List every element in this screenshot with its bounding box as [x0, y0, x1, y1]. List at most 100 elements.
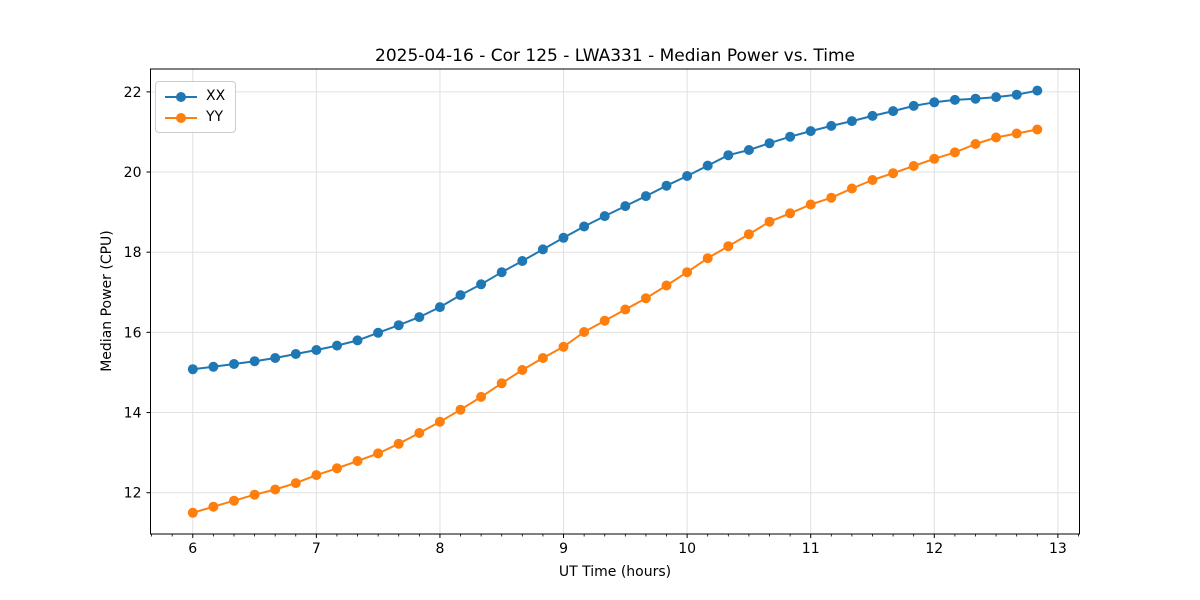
x-tick-label: 12	[925, 541, 943, 557]
grid-lines	[150, 69, 1080, 534]
series-yy-marker	[702, 253, 713, 264]
series-yy-line	[192, 128, 1038, 514]
series-xx-marker	[558, 232, 569, 243]
series-yy-marker	[208, 501, 219, 512]
series-yy-marker	[846, 183, 857, 194]
series-xx-marker	[311, 345, 322, 355]
series-xx-marker	[599, 211, 610, 222]
series-xx-marker	[908, 100, 919, 111]
series-xx-marker	[723, 150, 734, 161]
x-tick-label: 8	[435, 541, 444, 557]
series-yy-marker	[414, 428, 425, 438]
plot-border	[150, 68, 1080, 535]
tick-labels: 6 7 8 9 10 11 12 13 12 14 16 18 20 22	[124, 85, 1067, 557]
series-xx-marker	[414, 312, 425, 323]
series-xx-marker	[332, 340, 342, 351]
series-yy-marker	[229, 495, 239, 506]
series-xx-marker	[949, 94, 960, 105]
series-xx-marker	[290, 349, 301, 359]
series-xx-marker	[496, 267, 507, 278]
series-xx-marker	[434, 302, 445, 313]
series-yy-marker	[352, 456, 363, 466]
series-yy-marker	[1011, 128, 1022, 139]
series-xx-marker	[785, 131, 796, 142]
series-yy-marker	[949, 147, 960, 158]
series-xx-marker	[270, 353, 281, 363]
series-yy-marker	[1032, 124, 1043, 135]
series-yy-marker	[311, 470, 322, 481]
series-xx-marker	[991, 92, 1002, 103]
series-yy-marker	[764, 216, 775, 227]
y-tick-label: 16	[124, 325, 142, 341]
y-tick-label: 12	[124, 486, 142, 502]
series-yy-marker	[888, 168, 899, 179]
series-yy-marker	[270, 484, 281, 495]
series-xx-marker	[888, 106, 899, 117]
series-xx-marker	[620, 201, 631, 212]
series-yy-marker	[682, 267, 693, 278]
series-xx-marker	[517, 256, 528, 266]
series-xx-marker	[970, 93, 981, 104]
series-xx-marker	[455, 290, 466, 301]
series-xx-marker	[640, 191, 651, 202]
series-xx-marker	[929, 97, 940, 108]
series-xx-marker	[764, 138, 775, 149]
series-xx-marker	[826, 120, 837, 131]
series-xx-marker	[1011, 89, 1022, 100]
series-yy-marker	[867, 175, 878, 185]
series-yy-marker	[496, 378, 507, 389]
series-yy-marker	[476, 391, 487, 402]
series-xx-marker	[249, 356, 260, 367]
y-axis-label: Median Power (CPU)	[99, 230, 115, 372]
series-xx-marker	[537, 244, 548, 255]
series-xx	[187, 85, 1043, 375]
series-xx-marker	[661, 180, 672, 191]
x-tick-label: 9	[559, 541, 568, 557]
series-xx-marker	[393, 320, 404, 331]
series-yy-marker	[785, 208, 796, 219]
series-yy-marker	[599, 315, 610, 326]
series-xx-marker	[208, 361, 219, 372]
x-tick-label: 11	[802, 541, 820, 557]
series-yy-marker	[805, 199, 816, 210]
series-xx-marker	[682, 171, 693, 181]
series-xx-marker	[1032, 85, 1043, 96]
series-xx-marker	[373, 327, 384, 338]
series-xx-line	[192, 89, 1038, 371]
x-tick-label: 6	[188, 541, 197, 557]
y-tick-label: 22	[124, 85, 142, 101]
series-yy-marker	[537, 353, 548, 363]
legend: XX YY	[155, 81, 237, 133]
axis-ticks	[146, 91, 1079, 538]
legend-item-xx: XX	[165, 87, 225, 106]
x-tick-label: 10	[678, 541, 696, 557]
series-yy-marker	[517, 365, 528, 375]
series-yy-marker	[970, 139, 981, 149]
series-xx-marker	[805, 126, 816, 137]
yy-line-marker-icon	[165, 112, 197, 123]
chart-title: 2025-04-16 - Cor 125 - LWA331 - Median P…	[375, 46, 855, 66]
series-yy-marker	[579, 327, 590, 337]
series-yy-marker	[373, 448, 384, 459]
series-yy-marker	[908, 161, 919, 171]
series-yy-marker	[290, 478, 301, 489]
y-tick-label: 20	[124, 165, 142, 181]
series-yy-marker	[743, 229, 754, 240]
series-xx-marker	[579, 221, 590, 232]
x-axis-label: UT Time (hours)	[558, 564, 672, 580]
series-xx-marker	[352, 335, 363, 346]
series-yy	[187, 124, 1043, 518]
series-xx-marker	[187, 364, 198, 375]
series-yy-marker	[661, 280, 672, 291]
series-yy-marker	[455, 404, 466, 415]
legend-item-yy: YY	[165, 108, 225, 127]
x-tick-label: 7	[312, 541, 321, 557]
series-yy-marker	[187, 507, 198, 518]
xx-line-marker-icon	[165, 91, 197, 102]
series-xx-marker	[476, 279, 487, 290]
series-xx-marker	[702, 160, 713, 171]
series-yy-marker	[723, 241, 734, 252]
series-xx-marker	[846, 116, 857, 127]
